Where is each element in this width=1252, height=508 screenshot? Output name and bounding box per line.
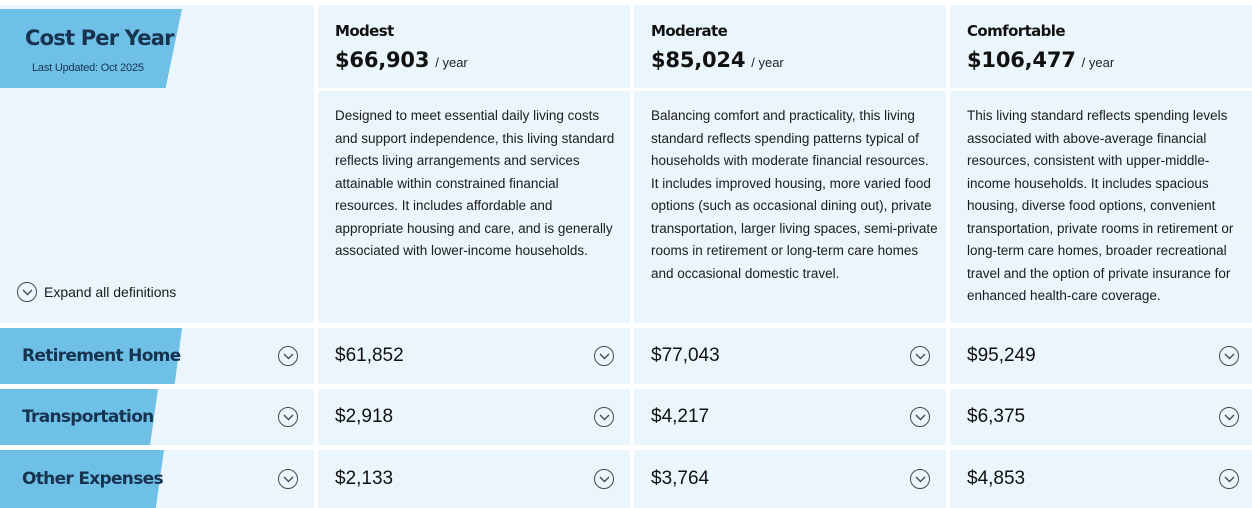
plan-moderate: Moderate $85,024 / year Balancing comfor…	[634, 5, 946, 323]
cost-value: $95,249	[967, 345, 1036, 366]
header-label-cell: Cost Per Year Last Updated: Oct 2025 Exp…	[0, 5, 314, 323]
plan-price: $66,903	[335, 48, 430, 72]
chevron-down-circle-icon[interactable]	[910, 469, 930, 489]
chevron-down-circle-icon[interactable]	[910, 407, 930, 427]
chevron-down-circle-icon	[17, 282, 37, 302]
cost-value: $4,217	[651, 406, 710, 427]
last-updated: Last Updated: Oct 2025	[32, 62, 144, 74]
plan-price-row: $66,903 / year	[335, 48, 468, 72]
chevron-down-circle-icon[interactable]	[278, 346, 298, 366]
row-label-other-expenses[interactable]: Other Expenses	[0, 450, 314, 508]
plan-name: Comfortable	[967, 22, 1066, 40]
plan-period: / year	[751, 55, 784, 70]
value-cell-other-expenses-modest[interactable]: $2,133	[318, 450, 630, 508]
plan-price: $85,024	[651, 48, 746, 72]
cost-value: $4,853	[967, 468, 1026, 489]
chevron-down-circle-icon[interactable]	[594, 407, 614, 427]
plan-period: / year	[435, 55, 468, 70]
cost-value: $2,918	[335, 406, 394, 427]
plan-name: Moderate	[651, 22, 728, 40]
category-label: Other Expenses	[22, 469, 164, 489]
plan-price: $106,477	[967, 48, 1076, 72]
plan-description: Designed to meet essential daily living …	[335, 108, 615, 258]
value-cell-retirement-home-comfortable[interactable]: $95,249	[950, 328, 1252, 384]
plan-price-row: $85,024 / year	[651, 48, 784, 72]
chevron-down-circle-icon[interactable]	[278, 469, 298, 489]
expand-all-definitions[interactable]: Expand all definitions	[17, 282, 176, 302]
expand-all-label: Expand all definitions	[44, 284, 177, 300]
value-cell-transportation-modest[interactable]: $2,918	[318, 389, 630, 445]
row-label-transportation[interactable]: Transportation	[0, 389, 314, 445]
plan-header	[634, 5, 946, 91]
plan-header	[950, 5, 1252, 91]
chevron-down-circle-icon[interactable]	[1219, 346, 1239, 366]
chevron-down-circle-icon[interactable]	[1219, 469, 1239, 489]
plan-period: / year	[1081, 55, 1115, 70]
category-tag	[0, 450, 164, 508]
title-tag: Cost Per Year Last Updated: Oct 2025	[0, 9, 182, 88]
cost-value: $2,133	[335, 468, 394, 489]
chevron-down-circle-icon[interactable]	[594, 469, 614, 489]
cost-value: $6,375	[967, 406, 1026, 427]
plan-description: This living standard reflects spending l…	[967, 108, 1234, 303]
page-title: Cost Per Year	[25, 26, 174, 50]
cost-value: $3,764	[651, 468, 710, 489]
plan-modest: Modest $66,903 / year Designed to meet e…	[318, 5, 630, 323]
plan-name: Modest	[335, 22, 394, 40]
row-label-retirement-home[interactable]: Retirement Home	[0, 328, 314, 384]
category-tag	[0, 328, 182, 384]
chevron-down-circle-icon[interactable]	[910, 346, 930, 366]
chevron-down-circle-icon[interactable]	[594, 346, 614, 366]
value-cell-other-expenses-moderate[interactable]: $3,764	[634, 450, 946, 508]
value-cell-retirement-home-moderate[interactable]: $77,043	[634, 328, 946, 384]
category-label: Retirement Home	[22, 346, 181, 366]
plan-header	[318, 5, 630, 91]
chevron-down-circle-icon[interactable]	[278, 407, 298, 427]
value-cell-other-expenses-comfortable[interactable]: $4,853	[950, 450, 1252, 508]
plan-description: Balancing comfort and practicality, this…	[651, 108, 938, 281]
plan-comfortable: Comfortable $106,477 / year This living …	[950, 5, 1252, 323]
value-cell-transportation-comfortable[interactable]: $6,375	[950, 389, 1252, 445]
chevron-down-circle-icon[interactable]	[1219, 407, 1239, 427]
value-cell-retirement-home-modest[interactable]: $61,852	[318, 328, 630, 384]
category-label: Transportation	[22, 407, 154, 427]
category-tag	[0, 389, 158, 445]
plan-price-row: $106,477 / year	[967, 48, 1114, 72]
cost-value: $61,852	[335, 345, 404, 366]
value-cell-transportation-moderate[interactable]: $4,217	[634, 389, 946, 445]
cost-value: $77,043	[651, 345, 720, 366]
